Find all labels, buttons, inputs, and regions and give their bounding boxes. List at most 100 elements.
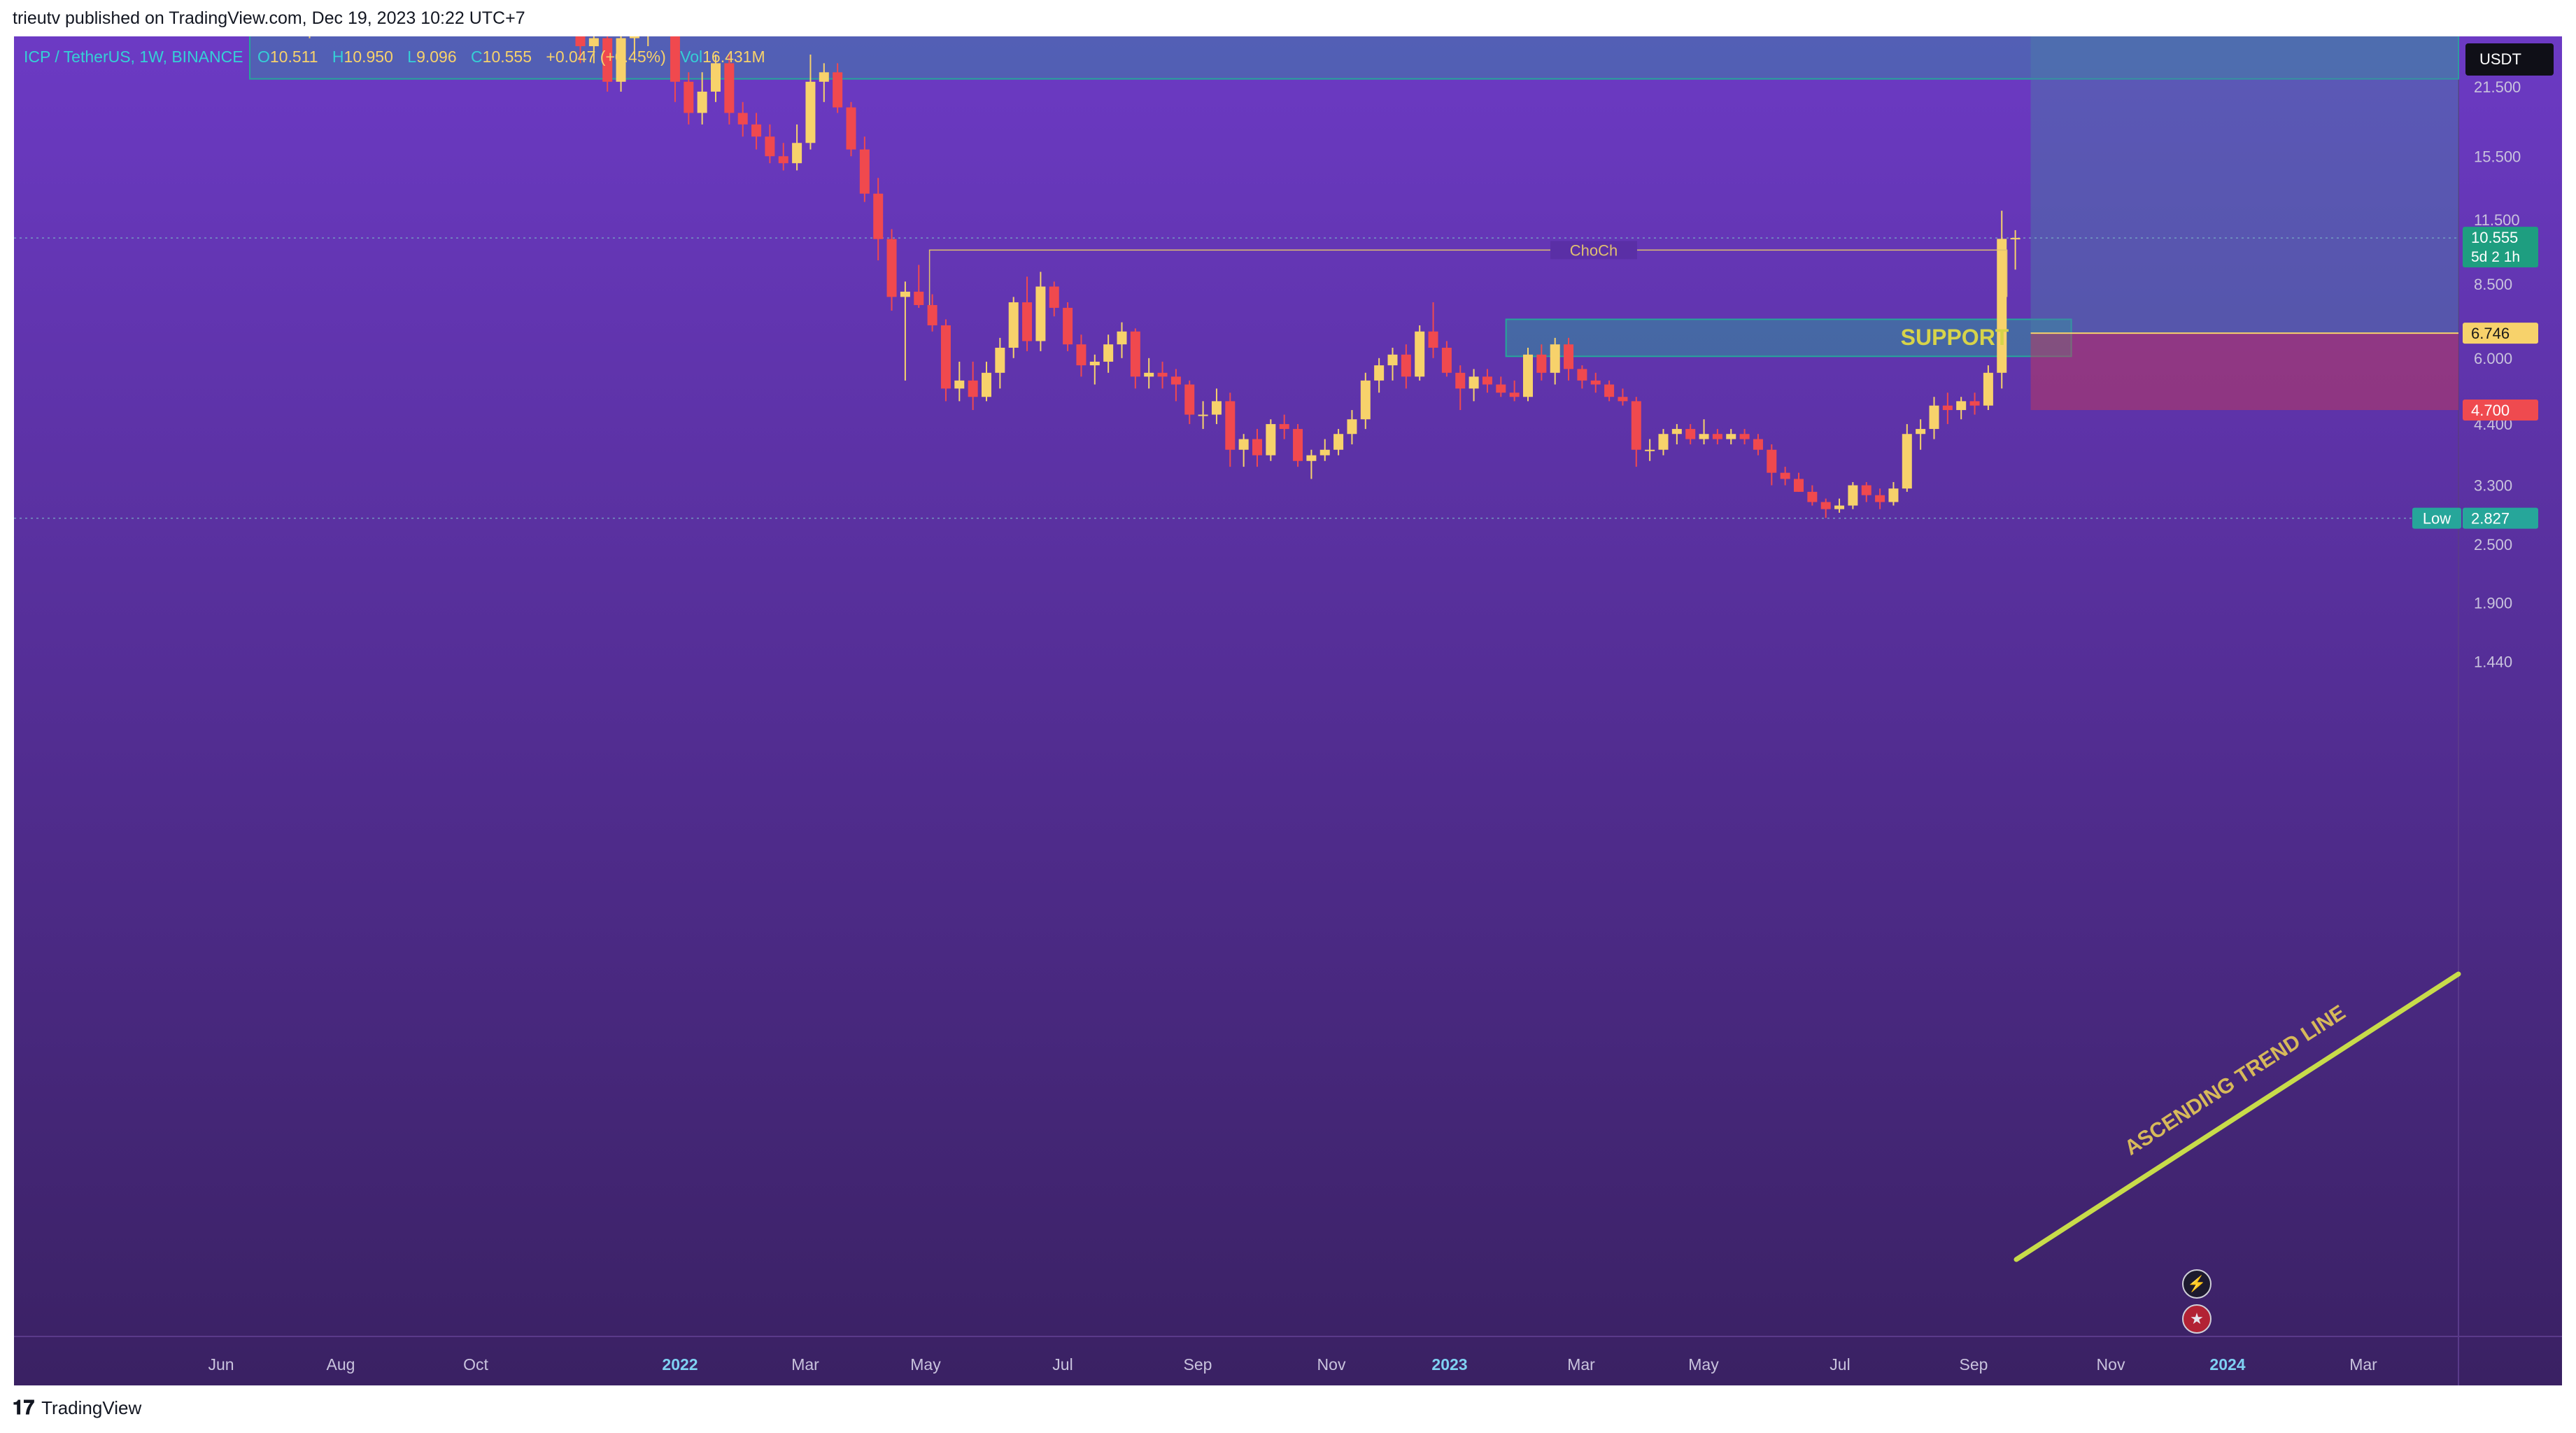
choch-line[interactable] — [928, 249, 2008, 305]
candle[interactable] — [1875, 488, 1885, 509]
candle[interactable] — [1685, 424, 1696, 445]
long-position-stop-zone[interactable] — [2030, 333, 2458, 411]
candle[interactable] — [1415, 325, 1425, 381]
candle[interactable] — [1103, 334, 1114, 373]
candle[interactable] — [1550, 337, 1560, 385]
candle[interactable] — [1645, 439, 1655, 461]
candle[interactable] — [1225, 393, 1236, 467]
candle[interactable] — [1496, 376, 1506, 397]
candle[interactable] — [1780, 467, 1790, 486]
candle[interactable] — [1942, 393, 1953, 425]
candle[interactable] — [1482, 369, 1492, 393]
candle[interactable] — [1618, 388, 1628, 406]
candle[interactable] — [1509, 380, 1520, 402]
candle[interactable] — [1441, 341, 1452, 377]
candle[interactable] — [1834, 498, 1845, 513]
candle[interactable] — [1902, 424, 1912, 492]
candle[interactable] — [724, 54, 735, 125]
candle[interactable] — [859, 136, 870, 202]
candle[interactable] — [1712, 429, 1722, 445]
candle[interactable] — [1022, 276, 1033, 351]
candle[interactable] — [954, 361, 965, 402]
candle[interactable] — [995, 337, 1005, 389]
candle[interactable] — [1347, 410, 1357, 445]
candle[interactable] — [1699, 419, 1709, 445]
candle[interactable] — [737, 101, 748, 137]
candle[interactable] — [968, 361, 978, 411]
candle[interactable] — [792, 124, 802, 171]
candle[interactable] — [1198, 401, 1208, 430]
candle[interactable] — [588, 36, 599, 64]
candle[interactable] — [1739, 429, 1750, 445]
candle[interactable] — [1564, 337, 1574, 381]
candle[interactable] — [697, 72, 707, 125]
candle[interactable] — [1469, 369, 1479, 402]
candle[interactable] — [1861, 481, 1871, 502]
candle[interactable] — [670, 36, 680, 102]
candle[interactable] — [1252, 429, 1262, 467]
candle[interactable] — [1387, 347, 1398, 381]
currency-selector[interactable]: USDT — [2465, 43, 2554, 76]
candle[interactable] — [1888, 481, 1899, 506]
candle[interactable] — [927, 294, 937, 332]
candle[interactable] — [2010, 230, 2021, 270]
candle[interactable] — [1279, 414, 1289, 439]
candle[interactable] — [1319, 439, 1330, 461]
candle[interactable] — [982, 361, 991, 402]
candle[interactable] — [1157, 361, 1168, 389]
candle[interactable] — [1794, 472, 1804, 492]
price-label[interactable]: 4.700 — [2463, 400, 2538, 421]
candle[interactable] — [1536, 344, 1547, 381]
candle[interactable] — [751, 113, 762, 150]
price-label[interactable]: 10.555 5d 2 1h — [2463, 227, 2538, 268]
candle[interactable] — [1333, 429, 1344, 456]
candle[interactable] — [1063, 302, 1073, 351]
candle[interactable] — [833, 63, 843, 113]
candle[interactable] — [602, 36, 613, 92]
candle[interactable] — [1144, 358, 1154, 389]
candle[interactable] — [616, 36, 626, 92]
candle[interactable] — [873, 178, 884, 261]
candle[interactable] — [575, 36, 586, 64]
candle[interactable] — [1726, 429, 1736, 445]
symbol-name[interactable]: ICP / TetherUS, 1W, BINANCE — [24, 48, 243, 66]
candle[interactable] — [1929, 397, 1939, 439]
candle[interactable] — [1658, 429, 1669, 456]
candle[interactable] — [1049, 281, 1059, 317]
candle[interactable] — [1997, 211, 2007, 389]
flash-icon[interactable]: ⚡ — [2182, 1269, 2211, 1299]
candle[interactable] — [1848, 481, 1858, 509]
candle[interactable] — [1455, 365, 1466, 411]
candle[interactable] — [805, 54, 816, 150]
candle[interactable] — [846, 101, 856, 157]
candle[interactable] — [1983, 365, 1993, 411]
candle[interactable] — [1956, 397, 1967, 420]
candle[interactable] — [940, 319, 951, 402]
candle[interactable] — [914, 264, 924, 308]
price-label[interactable]: 2.827 Low — [2412, 507, 2538, 529]
candle[interactable] — [1238, 434, 1249, 467]
candle[interactable] — [1360, 372, 1371, 430]
candle[interactable] — [1577, 365, 1587, 389]
candle[interactable] — [711, 54, 721, 102]
candle[interactable] — [819, 63, 829, 102]
candle[interactable] — [1428, 302, 1438, 358]
candle[interactable] — [1211, 388, 1222, 425]
candle[interactable] — [1916, 419, 1926, 450]
candle[interactable] — [1401, 344, 1411, 389]
candle[interactable] — [1807, 485, 1818, 506]
candle[interactable] — [1130, 328, 1140, 389]
candle[interactable] — [1523, 347, 1533, 402]
candle[interactable] — [900, 281, 910, 381]
candle[interactable] — [1076, 334, 1087, 377]
candle[interactable] — [886, 229, 897, 311]
candle[interactable] — [1969, 393, 1980, 415]
tradingview-logo-icon[interactable]: 𝟏𝟕 — [13, 1397, 35, 1418]
candle[interactable] — [1604, 380, 1615, 402]
candle[interactable] — [1820, 498, 1831, 518]
price-label[interactable]: 6.746 — [2463, 323, 2538, 344]
candle[interactable] — [1767, 444, 1777, 486]
candle[interactable] — [684, 72, 694, 125]
candle[interactable] — [1590, 372, 1601, 393]
